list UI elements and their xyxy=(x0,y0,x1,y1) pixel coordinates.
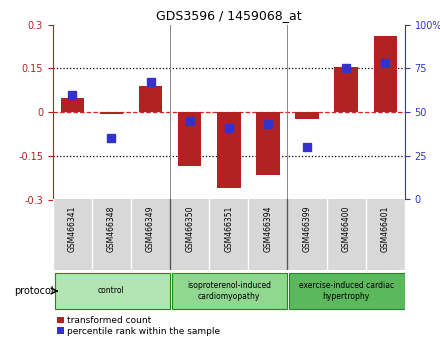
Bar xyxy=(217,112,241,188)
Bar xyxy=(295,112,319,119)
Text: GSM466349: GSM466349 xyxy=(146,205,155,252)
Bar xyxy=(172,273,287,309)
Text: GSM466341: GSM466341 xyxy=(68,205,77,252)
Text: GSM466400: GSM466400 xyxy=(341,205,351,252)
Bar xyxy=(334,67,358,112)
Text: isoproterenol-induced
cardiomyopathy: isoproterenol-induced cardiomyopathy xyxy=(187,281,271,301)
Text: GSM466351: GSM466351 xyxy=(224,205,233,252)
Bar xyxy=(139,86,162,112)
Text: GSM466401: GSM466401 xyxy=(381,205,390,252)
Bar xyxy=(178,112,202,166)
Text: exercise-induced cardiac
hypertrophy: exercise-induced cardiac hypertrophy xyxy=(299,281,394,301)
Bar xyxy=(55,273,170,309)
Legend: transformed count, percentile rank within the sample: transformed count, percentile rank withi… xyxy=(57,316,220,336)
Text: GSM466399: GSM466399 xyxy=(303,205,312,252)
Text: GSM466348: GSM466348 xyxy=(107,205,116,252)
Text: GSM466350: GSM466350 xyxy=(185,205,194,252)
Text: GSM466394: GSM466394 xyxy=(264,205,272,252)
Text: protocol: protocol xyxy=(14,286,54,296)
Title: GDS3596 / 1459068_at: GDS3596 / 1459068_at xyxy=(156,9,301,22)
Text: control: control xyxy=(98,286,125,296)
Bar xyxy=(100,112,123,114)
Bar xyxy=(256,112,280,175)
Bar xyxy=(374,36,397,112)
Bar xyxy=(61,98,84,112)
Bar xyxy=(290,273,405,309)
